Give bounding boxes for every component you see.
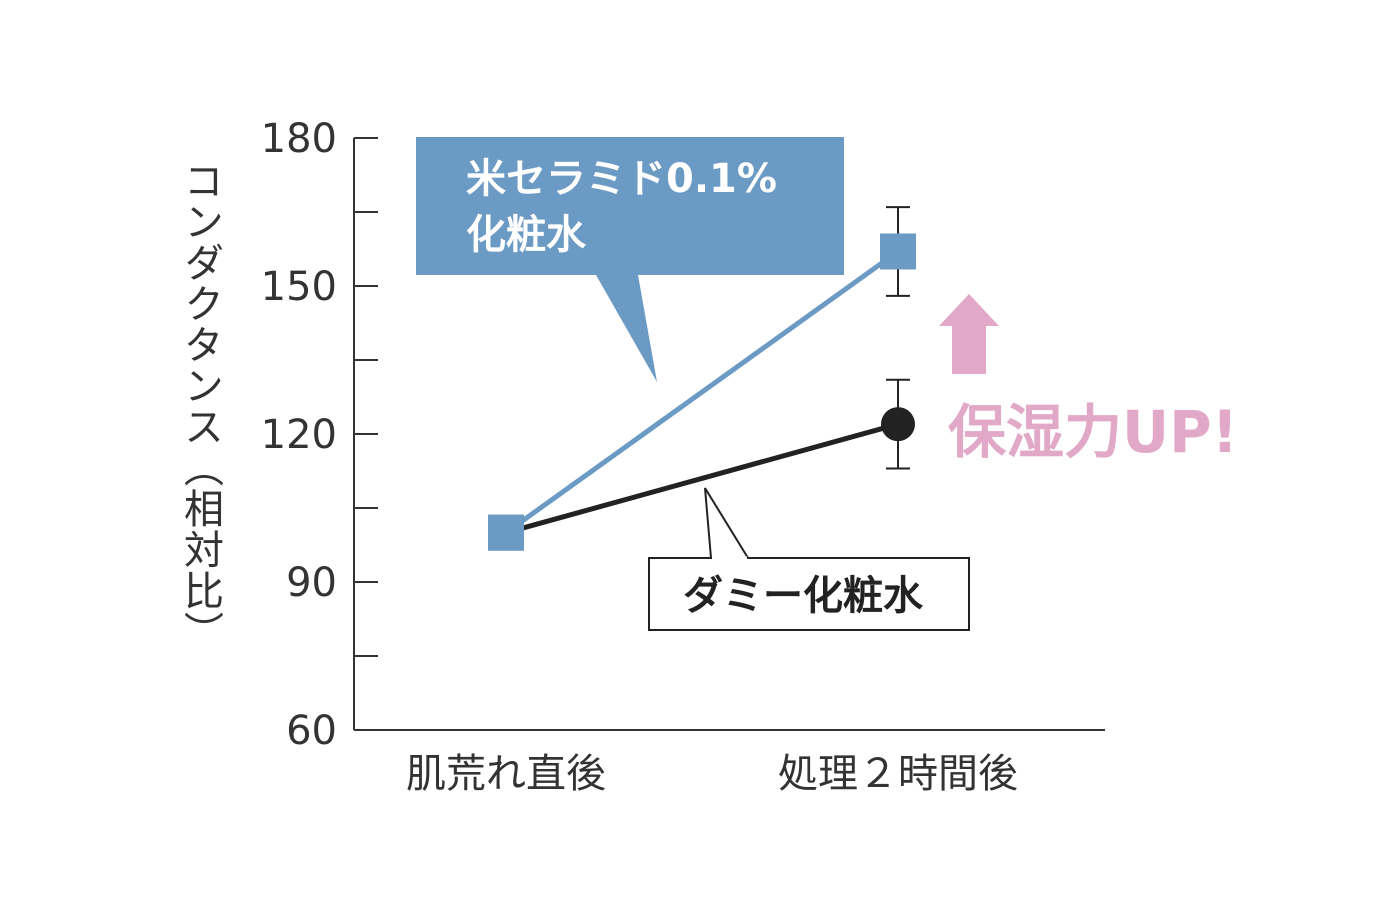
- x-categories: 肌荒れ直後 処理２時間後: [406, 751, 1018, 797]
- dark-callout-box: [648, 557, 970, 631]
- y-axis-label: コンダクタンス（相対比）: [177, 160, 223, 652]
- dark-callout-text: ダミー化粧水: [683, 573, 924, 619]
- series: [488, 206, 916, 551]
- y-ticks: 60 90 120 150 180: [261, 116, 378, 754]
- series-line: [505, 421, 899, 536]
- up-text: 保湿力UP!: [948, 398, 1238, 466]
- data-point: [880, 233, 916, 270]
- y-tick-label: 120: [261, 412, 337, 458]
- dark-callout: ダミー化粧水: [648, 487, 970, 631]
- x-category-label: 処理２時間後: [778, 751, 1018, 797]
- y-tick-label: 180: [261, 116, 337, 162]
- dark-callout-pointer: [704, 487, 749, 559]
- blue-callout-box: [416, 137, 844, 275]
- moisture-up-annotation: 保湿力UP!: [939, 294, 1238, 466]
- up-arrow-icon: [939, 294, 999, 374]
- blue-callout: 米セラミド0.1% 化粧水: [416, 137, 844, 382]
- series-line: [504, 249, 900, 535]
- data-point: [488, 514, 524, 551]
- x-category-label: 肌荒れ直後: [406, 751, 606, 797]
- blue-callout-line-2: 化粧水: [466, 212, 587, 258]
- blue-callout-pointer: [596, 275, 657, 382]
- data-point: [881, 407, 915, 442]
- y-tick-label: 150: [261, 264, 337, 310]
- blue-callout-line-1: 米セラミド0.1%: [466, 156, 777, 202]
- y-tick-label: 90: [286, 560, 337, 606]
- y-tick-label: 60: [286, 708, 337, 754]
